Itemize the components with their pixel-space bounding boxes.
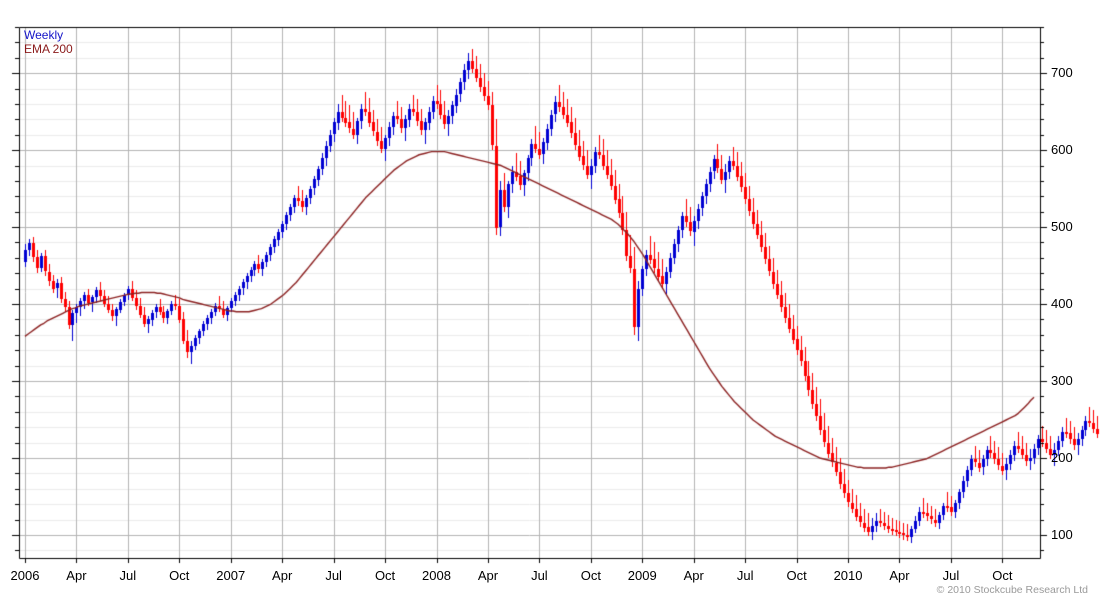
legend-item-ema200: EMA 200 [24, 42, 73, 56]
legend-item-weekly: Weekly [24, 28, 64, 42]
chart-legend: Weekly EMA 200 [24, 28, 73, 56]
copyright-credit: © 2010 Stockcube Research Ltd [936, 584, 1088, 596]
